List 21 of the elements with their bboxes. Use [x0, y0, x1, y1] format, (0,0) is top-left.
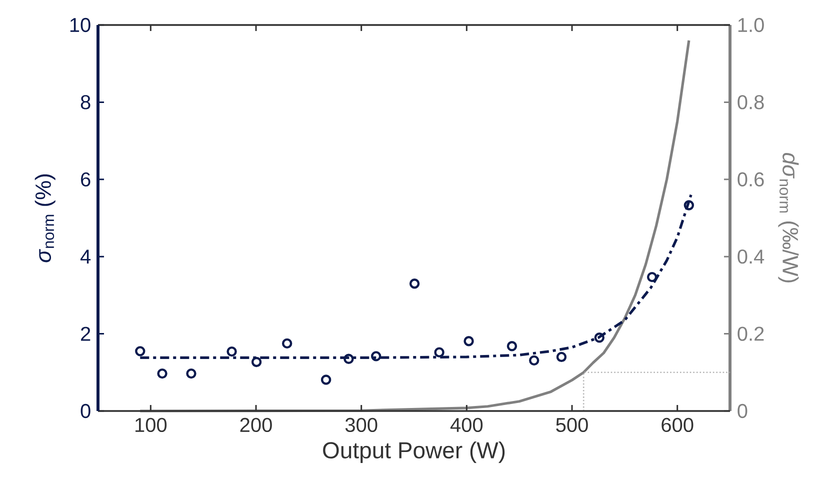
- x-axis-title: Output Power (W): [323, 442, 505, 463]
- y2-axis-title: dσ$_{norm}$ (‰/W): [778, 153, 799, 282]
- y-tick-label: 4: [80, 250, 91, 264]
- y-tick-label: 2: [81, 326, 90, 341]
- y2-tick-label: 0.8: [738, 95, 764, 110]
- y2-tick-label: 0.2: [738, 326, 764, 341]
- y2-tick-label: 0.4: [738, 250, 764, 264]
- y-tick-label: 0: [80, 404, 90, 418]
- x-tick-label: 400: [450, 418, 483, 432]
- y-tick-label: 8: [80, 95, 90, 110]
- x-tick-label: 300: [345, 418, 378, 432]
- y2-tick-label: 0: [738, 404, 748, 418]
- x-tick-label: 500: [556, 418, 588, 432]
- y2-tick-label: 0.6: [738, 172, 764, 186]
- y2-tick-label: 1.0: [738, 18, 764, 32]
- x-tick-label: 100: [136, 418, 167, 432]
- x-tick-label: 600: [662, 418, 694, 432]
- x-tick-label: 200: [240, 418, 272, 432]
- y-tick-label: 6: [81, 172, 90, 186]
- y-axis-title: σ$_{norm}$ (%): [34, 174, 56, 262]
- y-tick-label: 10: [70, 18, 90, 32]
